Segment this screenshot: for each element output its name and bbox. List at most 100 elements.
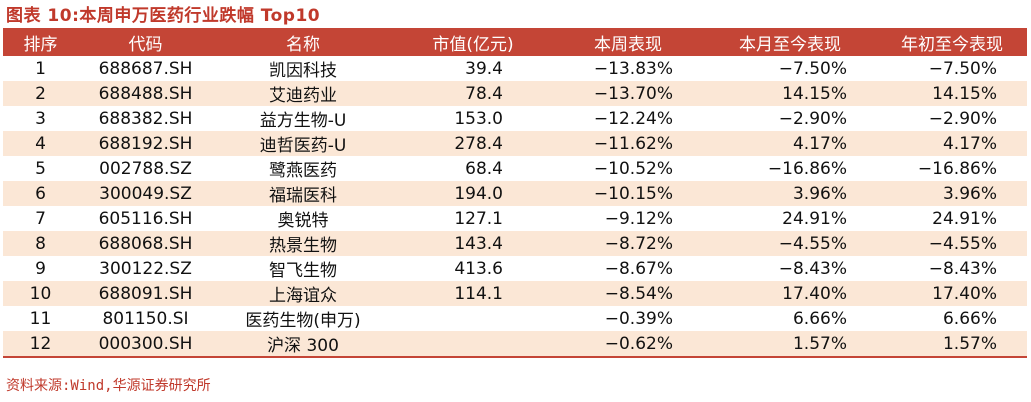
ytd-change-cell: 4.17% [877,131,1027,156]
rank-cell: 2 [3,81,78,106]
code-cell: 801150.SI [102,308,189,329]
table-row: 9 300122.SZ 智飞生物 413.6 −8.67% −8.43% −8.43% [3,256,1027,282]
name-cell: 沪深 300 [213,331,393,358]
table-row: 10 688091.SH 上海谊众 114.1 −8.54% 17.40% 17.40% [3,281,1027,306]
name-cell: 智飞生物 [269,261,337,281]
mtd-change-cell: −2.90% [778,108,847,129]
mtd-change-cell: 4.17% [703,131,877,156]
market-cap-cell: 413.6 [454,258,503,279]
rank-cell: 11 [29,308,52,329]
rank-cell: 1 [35,58,46,79]
code-cell: 002788.SZ [99,158,192,179]
source-note: 资料来源:Wind,华源证券研究所 [6,378,211,394]
rank-cell: 10 [3,281,78,306]
table-row: 7 605116.SH 奥锐特 127.1 −9.12% 24.91% 24.91% [3,206,1027,232]
mtd-change-cell: 17.40% [703,281,877,306]
week-change-cell: −8.54% [553,281,703,306]
mtd-change-cell: −16.86% [767,158,847,179]
week-change-cell: −0.62% [553,331,703,358]
week-change-cell: −13.70% [553,81,703,106]
ytd-change-cell: −7.50% [928,58,997,79]
week-change-cell: −13.83% [593,58,673,79]
market-cap-cell: 153.0 [454,108,503,129]
ytd-change-cell: 17.40% [877,281,1027,306]
rank-cell: 5 [35,158,46,179]
name-cell: 鹭燕医药 [269,161,337,181]
table-row: 6 300049.SZ 福瑞医科 194.0 −10.15% 3.96% 3.96% [3,181,1027,206]
ytd-change-cell: 1.57% [877,331,1027,358]
code-cell: 688488.SH [78,81,213,106]
mtd-change-cell: 1.57% [703,331,877,358]
rank-cell: 6 [3,181,78,206]
ytd-change-cell: 3.96% [877,181,1027,206]
table-row: 5 002788.SZ 鹭燕医药 68.4 −10.52% −16.86% −16.86% [3,156,1027,182]
mtd-change-cell: −8.43% [778,258,847,279]
name-cell: 福瑞医科 [213,181,393,206]
name-cell: 凯因科技 [269,61,337,81]
week-change-cell: −11.62% [553,131,703,156]
ytd-change-cell: 24.91% [932,208,997,229]
code-cell: 300122.SZ [99,258,192,279]
code-cell: 605116.SH [98,208,193,229]
rank-cell: 7 [35,208,46,229]
ytd-change-cell: −8.43% [928,258,997,279]
table-row: 2 688488.SH 艾迪药业 78.4 −13.70% 14.15% 14.15% [3,81,1027,106]
table-row: 1 688687.SH 凯因科技 39.4 −13.83% −7.50% −7.50% [3,56,1027,82]
rank-cell: 12 [3,331,78,358]
ytd-change-cell: −16.86% [917,158,997,179]
name-cell: 医药生物(申万) [245,311,361,331]
name-cell: 艾迪药业 [213,81,393,106]
header-mtd-change: 本月至今表现 [703,28,877,56]
market-cap-cell: 278.4 [393,131,553,156]
code-cell: 688687.SH [98,58,193,79]
decliners-table: 排序 代码 名称 市值(亿元) 本周表现 本月至今表现 年初至今表现 1 688687.SH 凯… [3,28,1027,358]
code-cell: 300049.SZ [78,181,213,206]
table-body: 1 688687.SH 凯因科技 39.4 −13.83% −7.50% −7.50% 2 68… [3,56,1027,358]
table-row: 12 000300.SH 沪深 300 −0.62% 1.57% 1.57% [3,331,1027,358]
header-ytd-change: 年初至今表现 [877,28,1027,56]
market-cap-cell: 127.1 [454,208,503,229]
market-cap-cell [393,306,553,331]
table-header-row: 排序 代码 名称 市值(亿元) 本周表现 本月至今表现 年初至今表现 [3,28,1027,56]
ytd-change-cell: −4.55% [877,231,1027,256]
code-cell: 000300.SH [78,331,213,358]
rank-cell: 8 [3,231,78,256]
name-cell: 益方生物-U [259,111,347,131]
code-cell: 688382.SH [98,108,193,129]
market-cap-cell [393,331,553,358]
header-week-change: 本周表现 [553,28,703,56]
week-change-cell: −8.67% [604,258,673,279]
header-market-cap: 市值(亿元) [393,28,553,56]
name-cell: 迪哲医药-U [213,131,393,156]
code-cell: 688091.SH [78,281,213,306]
table-row: 4 688192.SH 迪哲医药-U 278.4 −11.62% 4.17% 4.17% [3,131,1027,156]
week-change-cell: −0.39% [604,308,673,329]
ytd-change-cell: 14.15% [877,81,1027,106]
mtd-change-cell: −4.55% [703,231,877,256]
header-rank: 排序 [3,28,78,56]
mtd-change-cell: 6.66% [792,308,847,329]
mtd-change-cell: 14.15% [703,81,877,106]
market-cap-cell: 143.4 [393,231,553,256]
name-cell: 奥锐特 [277,211,329,231]
market-cap-cell: 39.4 [465,58,503,79]
header-name: 名称 [213,28,393,56]
rank-cell: 9 [35,258,46,279]
mtd-change-cell: −7.50% [778,58,847,79]
name-cell: 热景生物 [213,231,393,256]
market-cap-cell: 194.0 [393,181,553,206]
figure-title: 图表 10:本周申万医药行业跌幅 Top10 [6,6,321,26]
week-change-cell: −12.24% [593,108,673,129]
market-cap-cell: 78.4 [393,81,553,106]
week-change-cell: −8.72% [553,231,703,256]
table-row: 11 801150.SI 医药生物(申万) −0.39% 6.66% 6.66% [3,306,1027,332]
ytd-change-cell: −2.90% [928,108,997,129]
table-row: 8 688068.SH 热景生物 143.4 −8.72% −4.55% −4.55% [3,231,1027,256]
mtd-change-cell: 3.96% [703,181,877,206]
name-cell: 上海谊众 [213,281,393,306]
week-change-cell: −10.15% [553,181,703,206]
week-change-cell: −9.12% [604,208,673,229]
market-cap-cell: 68.4 [465,158,503,179]
market-cap-cell: 114.1 [393,281,553,306]
rank-cell: 4 [3,131,78,156]
